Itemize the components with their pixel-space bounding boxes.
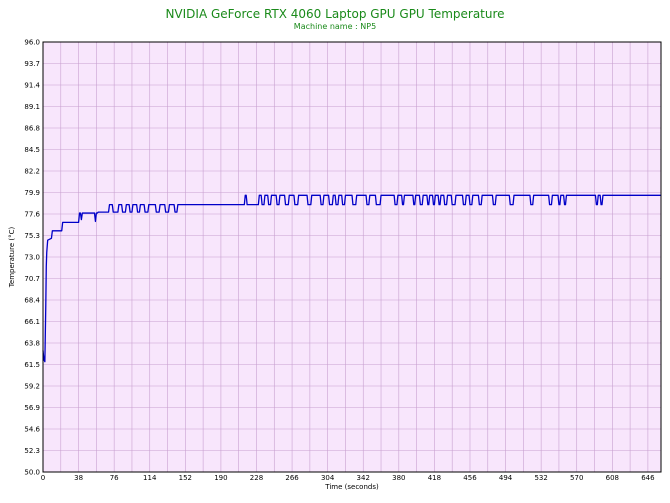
x-tick-label: 114: [143, 474, 157, 482]
y-tick-label: 73.0: [24, 254, 40, 262]
y-tick-label: 61.5: [24, 361, 40, 369]
grid: [43, 42, 661, 472]
plot-frame: [42, 41, 662, 473]
series-layer: [42, 194, 661, 363]
x-tick-label: 190: [214, 474, 227, 482]
x-tick-label: 152: [179, 474, 192, 482]
x-tick-label: 418: [428, 474, 441, 482]
y-tick-label: 96.0: [24, 39, 40, 47]
x-tick-label: 646: [641, 474, 655, 482]
x-tick-label: 608: [606, 474, 619, 482]
chart-subtitle: Machine name : NP5: [293, 22, 377, 31]
chart-title: NVIDIA GeForce RTX 4060 Laptop GPU GPU T…: [165, 7, 505, 21]
x-tick-label: 570: [570, 474, 583, 482]
y-tick-label: 86.8: [24, 125, 40, 133]
y-tick-label: 66.1: [24, 318, 40, 326]
y-tick-label: 50.0: [24, 469, 40, 477]
x-tick-label: 266: [285, 474, 299, 482]
y-tick-label: 52.3: [24, 447, 40, 455]
y-tick-label: 82.2: [24, 168, 40, 176]
y-axis-label: Temperature (°C): [8, 227, 16, 289]
y-tick-label: 93.7: [24, 60, 40, 68]
x-axis-label: Time (seconds): [324, 483, 379, 491]
y-tick-label: 84.5: [24, 146, 40, 154]
x-tick-label: 38: [74, 474, 83, 482]
x-tick-label: 76: [110, 474, 119, 482]
y-tick-label: 68.4: [24, 297, 40, 305]
tick-labels: 0 38 76 114 152 190 228 266 304 342 380 418 456 494 53…: [24, 39, 655, 483]
y-tick-label: 77.6: [24, 211, 40, 219]
y-tick-label: 91.4: [24, 82, 40, 90]
y-tick-label: 54.6: [24, 426, 40, 434]
x-tick-label: 532: [534, 474, 547, 482]
y-tick-label: 70.7: [24, 275, 40, 283]
y-tick-label: 89.1: [24, 103, 40, 111]
y-tick-label: 63.8: [24, 340, 40, 348]
x-tick-label: 0: [41, 474, 45, 482]
y-tick-label: 59.2: [24, 383, 40, 391]
x-tick-label: 494: [499, 474, 513, 482]
x-tick-label: 228: [250, 474, 263, 482]
series-line-0: [42, 194, 661, 363]
x-tick-label: 304: [321, 474, 335, 482]
y-tick-label: 56.9: [24, 404, 40, 412]
y-tick-label: 75.3: [24, 232, 40, 240]
y-tick-label: 79.9: [24, 189, 40, 197]
x-tick-label: 456: [463, 474, 477, 482]
x-tick-label: 380: [392, 474, 405, 482]
x-tick-label: 342: [357, 474, 370, 482]
